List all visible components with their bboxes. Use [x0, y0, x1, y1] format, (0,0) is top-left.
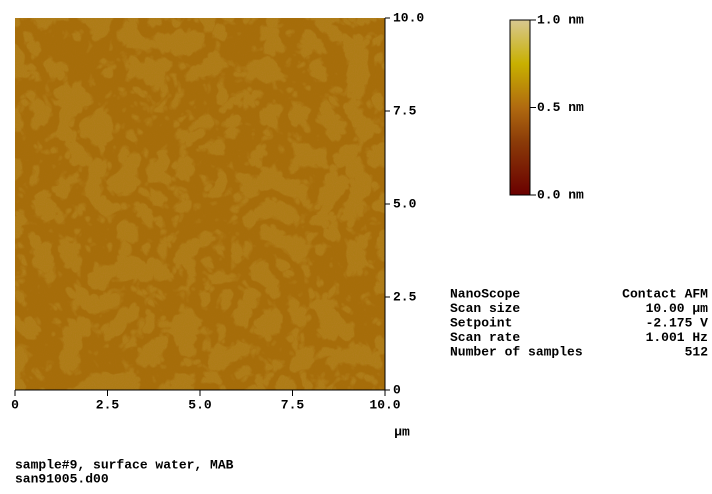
- info-key: Scan size: [450, 301, 520, 316]
- y-tick-label: 7.5: [393, 103, 417, 118]
- colorbar: [510, 20, 530, 195]
- info-value: -2.175 V: [646, 315, 709, 330]
- info-value: 1.001 Hz: [646, 330, 708, 345]
- x-tick-label: 7.5: [281, 397, 305, 412]
- x-tick-label: 10.0: [369, 397, 400, 412]
- caption: san91005.d00: [15, 471, 109, 486]
- colorbar-label: 0.5 nm: [537, 100, 584, 115]
- colorbar-label: 0.0 nm: [537, 187, 584, 202]
- x-tick-label: 5.0: [188, 397, 212, 412]
- info-value: 512: [685, 344, 709, 359]
- y-tick-label: 2.5: [393, 289, 417, 304]
- y-tick-label: 0: [393, 382, 401, 397]
- caption: sample#9, surface water, MAB: [15, 457, 234, 472]
- info-key: Number of samples: [450, 344, 583, 359]
- info-key: Setpoint: [450, 315, 512, 330]
- page: 0 2.5 5.0 7.5 10.0 µm 10.0 7.5 5.0 2.5 0 1.0 nm 0.5 …: [0, 0, 712, 489]
- y-tick-label: 5.0: [393, 196, 417, 211]
- info-value: Contact AFM: [622, 286, 708, 301]
- afm-features: [15, 18, 385, 390]
- info-key: NanoScope: [450, 286, 520, 301]
- info-value: 10.00 µm: [646, 301, 709, 316]
- colorbar-label: 1.0 nm: [537, 12, 584, 27]
- x-tick-label: 2.5: [96, 397, 120, 412]
- y-tick-label: 10.0: [393, 10, 424, 25]
- info-key: Scan rate: [450, 330, 520, 345]
- x-unit: µm: [394, 424, 410, 439]
- x-tick-label: 0: [11, 397, 19, 412]
